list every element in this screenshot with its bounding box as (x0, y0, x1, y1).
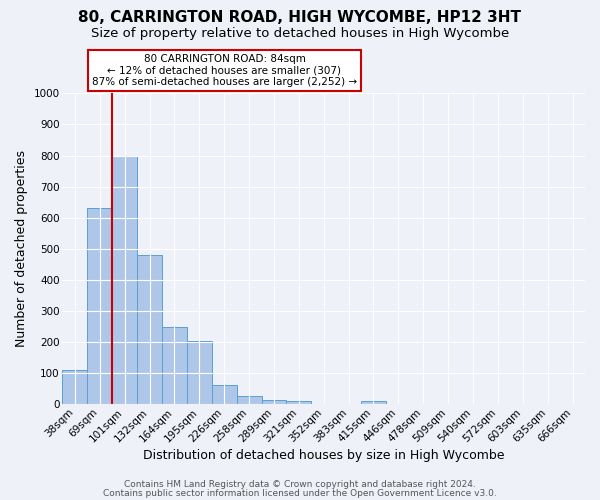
Bar (236, 396, 262, 404)
Bar (212, 385, 236, 404)
Bar (62, 370, 88, 404)
Bar (112, 156, 137, 404)
Bar (88, 208, 112, 404)
Bar (137, 255, 162, 404)
Text: 80 CARRINGTON ROAD: 84sqm
← 12% of detached houses are smaller (307)
87% of semi: 80 CARRINGTON ROAD: 84sqm ← 12% of detac… (92, 54, 357, 87)
Text: 80, CARRINGTON ROAD, HIGH WYCOMBE, HP12 3HT: 80, CARRINGTON ROAD, HIGH WYCOMBE, HP12 … (79, 10, 521, 25)
Bar (286, 401, 311, 404)
Text: Contains public sector information licensed under the Open Government Licence v3: Contains public sector information licen… (103, 488, 497, 498)
Bar (262, 400, 286, 404)
X-axis label: Distribution of detached houses by size in High Wycombe: Distribution of detached houses by size … (143, 450, 505, 462)
Text: Size of property relative to detached houses in High Wycombe: Size of property relative to detached ho… (91, 28, 509, 40)
Bar (187, 340, 212, 404)
Text: Contains HM Land Registry data © Crown copyright and database right 2024.: Contains HM Land Registry data © Crown c… (124, 480, 476, 489)
Y-axis label: Number of detached properties: Number of detached properties (15, 150, 28, 348)
Bar (361, 401, 386, 404)
Bar (162, 326, 187, 404)
